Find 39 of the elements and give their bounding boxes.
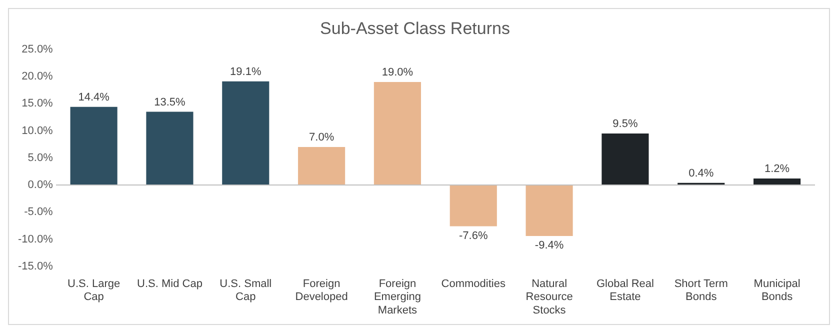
x-tick-label: Natural Resource Stocks — [526, 278, 573, 316]
bar — [298, 147, 346, 185]
x-tick-label: Commodities — [441, 278, 506, 290]
y-tick-label: -10.0% — [18, 233, 54, 246]
data-label: 14.4% — [78, 91, 110, 104]
data-label: 19.0% — [382, 66, 414, 78]
x-tick-label: Foreign Emerging Markets — [374, 278, 422, 316]
y-tick-label: -15.0% — [18, 260, 54, 272]
data-label: 7.0% — [309, 132, 334, 144]
y-tick-label: 20.0% — [22, 70, 54, 83]
x-tick-label: Municipal Bonds — [754, 278, 800, 304]
y-tick-label: 25.0% — [22, 43, 54, 56]
bar — [70, 106, 118, 185]
x-tick-label: U.S. Mid Cap — [137, 278, 202, 290]
x-tick-label: Global Real Estate — [596, 278, 654, 304]
bar — [146, 112, 194, 185]
y-tick-label: 0.0% — [28, 179, 54, 192]
data-label: 19.1% — [230, 66, 262, 78]
y-tick-label: -5.0% — [24, 206, 54, 218]
bar — [374, 82, 422, 185]
x-tick-label: U.S. Small Cap — [220, 278, 272, 304]
bar — [526, 186, 573, 236]
y-tick-label: 15.0% — [22, 98, 54, 110]
data-label: 13.5% — [154, 96, 186, 108]
x-tick-label: Foreign Developed — [295, 278, 348, 304]
chart-title: Sub-Asset Class Returns — [320, 18, 510, 38]
bar — [754, 178, 801, 185]
data-label: 9.5% — [612, 118, 638, 130]
y-tick-label: 10.0% — [22, 124, 54, 137]
bar — [602, 133, 649, 185]
bar — [222, 81, 270, 185]
data-label: 0.4% — [688, 167, 714, 180]
data-label: 1.2% — [764, 163, 790, 176]
data-label: -7.6% — [459, 230, 488, 242]
y-tick-label: 5.0% — [28, 152, 54, 164]
x-tick-label: Short Term Bonds — [674, 278, 728, 304]
x-tick-label: U.S. Large Cap — [68, 278, 120, 304]
data-label: -9.4% — [534, 240, 564, 252]
bar — [450, 186, 497, 226]
